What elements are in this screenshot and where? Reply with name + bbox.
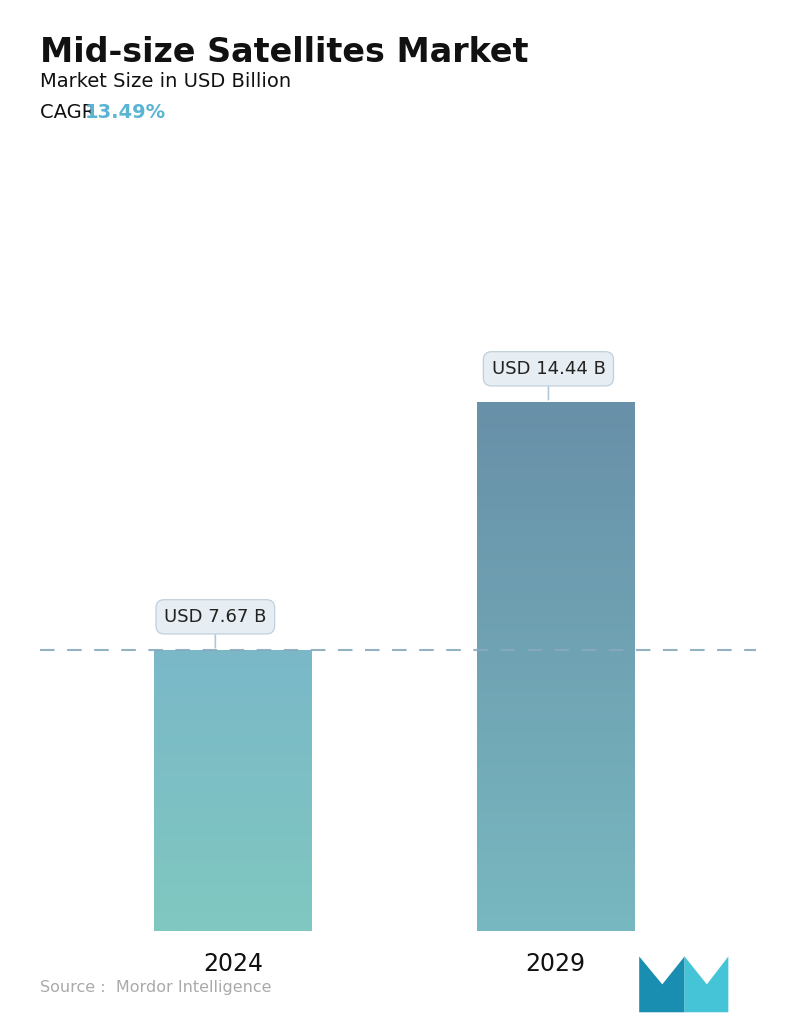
Text: Source :  Mordor Intelligence: Source : Mordor Intelligence [40, 979, 271, 995]
Text: Market Size in USD Billion: Market Size in USD Billion [40, 72, 291, 91]
Polygon shape [685, 956, 728, 1012]
Text: USD 14.44 B: USD 14.44 B [491, 360, 606, 400]
Text: CAGR: CAGR [40, 103, 107, 122]
Text: USD 7.67 B: USD 7.67 B [164, 608, 267, 647]
Text: Mid-size Satellites Market: Mid-size Satellites Market [40, 36, 529, 69]
Text: 13.49%: 13.49% [85, 103, 166, 122]
Polygon shape [639, 956, 685, 1012]
